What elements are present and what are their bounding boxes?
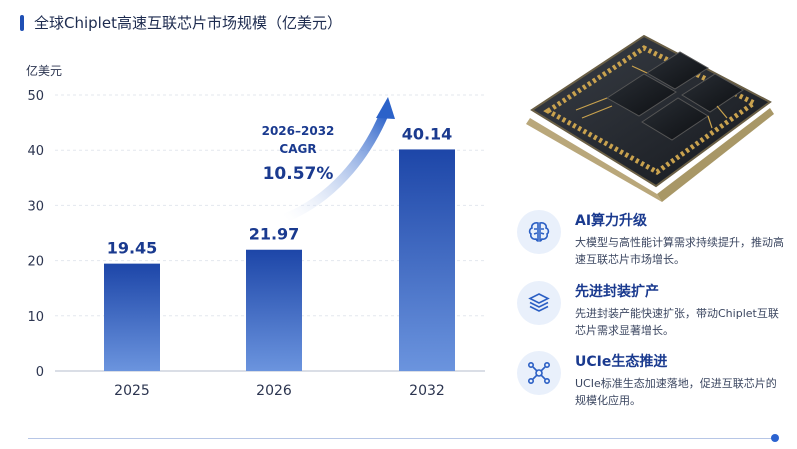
network-nodes-icon xyxy=(517,351,561,395)
brain-icon xyxy=(517,210,561,254)
bar xyxy=(104,263,160,371)
feature-ai-compute: AI算力升级 大模型与高性能计算需求持续提升，推动高速互联芯片市场增长。 xyxy=(517,210,787,268)
footer-dot xyxy=(771,434,779,442)
bar-value-label: 21.97 xyxy=(249,225,300,244)
header: 全球Chiplet高速互联芯片市场规模（亿美元） xyxy=(20,12,342,33)
y-tick-label: 20 xyxy=(27,255,44,270)
x-tick-label: 2026 xyxy=(256,383,292,399)
page-title: 全球Chiplet高速互联芯片市场规模（亿美元） xyxy=(34,14,342,32)
x-tick-label: 2032 xyxy=(409,383,445,399)
bar xyxy=(246,249,302,371)
feature-advanced-packaging: 先进封装扩产 先进封装产能快速扩张，带动Chiplet互联芯片需求显著增长。 xyxy=(517,281,787,339)
cagr-label: CAGR xyxy=(279,142,316,156)
growth-arrow xyxy=(283,110,390,223)
growth-arrow-head xyxy=(376,97,395,119)
feature-title: AI算力升级 xyxy=(575,213,648,229)
cagr-range: 2026–2032 xyxy=(262,124,335,138)
feature-title: UCIe生态推进 xyxy=(575,354,668,370)
feature-desc: 大模型与高性能计算需求持续提升，推动高速互联芯片市场增长。 xyxy=(575,236,784,266)
feature-desc: 先进封装产能快速扩张，带动Chiplet互联芯片需求显著增长。 xyxy=(575,307,779,337)
footer-divider xyxy=(28,438,774,439)
feature-ucie-ecosystem: UCIe生态推进 UCIe标准生态加速落地，促进互联芯片的规模化应用。 xyxy=(517,351,787,409)
chip-illustration xyxy=(512,26,782,206)
y-tick-label: 30 xyxy=(27,199,44,214)
bar xyxy=(399,149,455,371)
bar-value-label: 40.14 xyxy=(402,124,453,143)
cagr-value: 10.57% xyxy=(263,164,334,184)
bar-chart: 亿美元 0 10 20 30 40 50 2025 2026 2032 19.45 21.97 4… xyxy=(26,63,485,399)
title-accent-bar xyxy=(20,14,24,31)
y-tick-label: 40 xyxy=(27,144,44,159)
stack-layers-icon xyxy=(517,281,561,325)
feature-title: 先进封装扩产 xyxy=(575,284,659,300)
y-tick-label: 10 xyxy=(27,310,44,325)
x-tick-label: 2025 xyxy=(114,383,150,399)
y-tick-label: 0 xyxy=(36,365,44,380)
y-axis-label: 亿美元 xyxy=(26,63,62,78)
bar-value-label: 19.45 xyxy=(107,239,158,258)
y-tick-label: 50 xyxy=(27,89,44,104)
feature-desc: UCIe标准生态加速落地，促进互联芯片的规模化应用。 xyxy=(575,377,777,407)
